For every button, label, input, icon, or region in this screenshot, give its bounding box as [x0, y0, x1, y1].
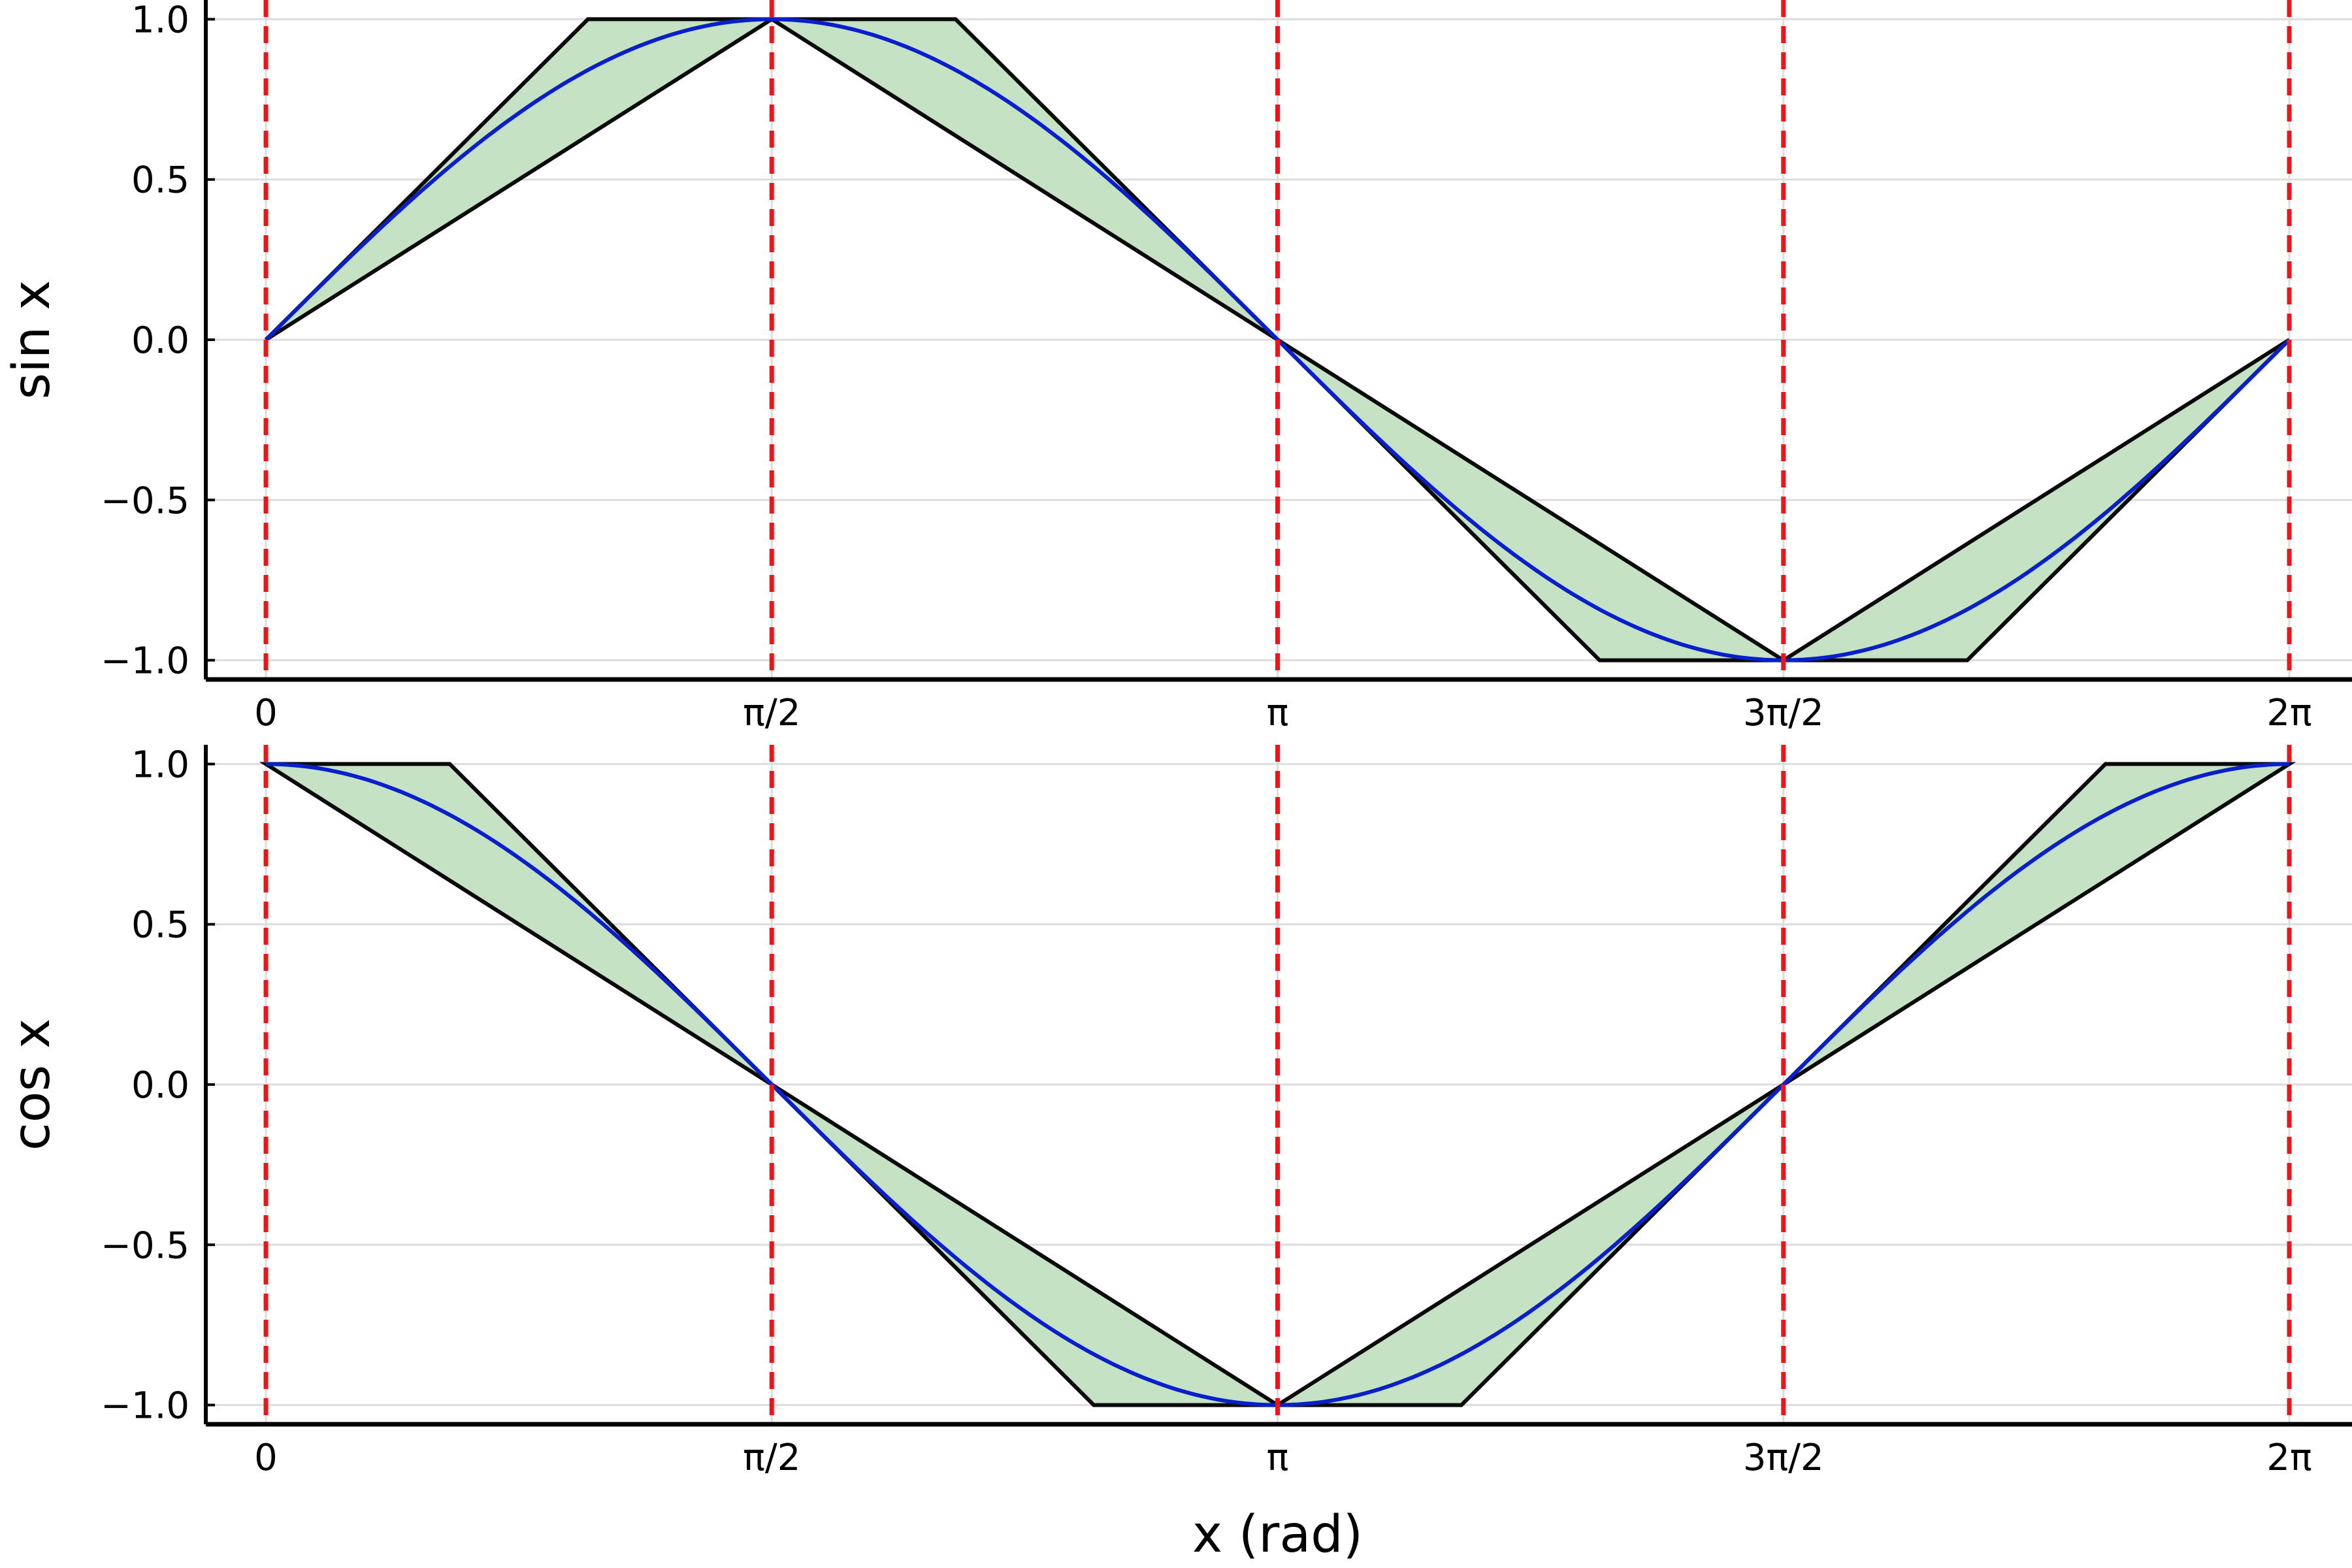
y-tick-label: −0.5: [101, 1224, 189, 1267]
y-tick-label: −1.0: [101, 640, 189, 683]
y-tick-label: 0.0: [131, 319, 189, 362]
y-axis-label: sin x: [3, 280, 61, 400]
panel-cos: −1.0 −0.5 0.0 0.5 1.0 0 π/2 π 3π/2 2π cos x x (rad): [3, 743, 2352, 1564]
x-tick-label: π: [1267, 692, 1289, 734]
panel-sin: −1.0 −0.5 0.0 0.5 1.0 0 π/2 π 3π/2 2π sin x: [3, 0, 2352, 734]
x-tick-label: 3π/2: [1743, 1437, 1824, 1479]
x-tick-label: π/2: [743, 692, 800, 734]
y-axis-label: cos x: [3, 1019, 61, 1151]
y-tick-label: 0.5: [131, 159, 189, 202]
x-tick-label: 2π: [2266, 1437, 2311, 1479]
envelope-region: [1782, 762, 2296, 1086]
x-tick-label: 3π/2: [1743, 692, 1824, 734]
y-tick-label: 0.0: [131, 1064, 189, 1107]
x-tick-label: π: [1267, 1437, 1289, 1479]
y-tick-label: −0.5: [101, 480, 189, 522]
envelope-region: [259, 762, 774, 1086]
x-tick-label: 0: [254, 1437, 278, 1479]
x-axis-label: x (rad): [1192, 1505, 1363, 1564]
y-tick-label: 1.0: [131, 743, 189, 786]
y-tick-label: −1.0: [101, 1385, 189, 1428]
x-tick-label: π/2: [743, 1437, 800, 1479]
y-tick-label: 0.5: [131, 904, 189, 947]
x-tick-label: 0: [254, 692, 278, 734]
x-tick-label: 2π: [2266, 692, 2311, 734]
y-tick-label: 1.0: [131, 0, 189, 41]
